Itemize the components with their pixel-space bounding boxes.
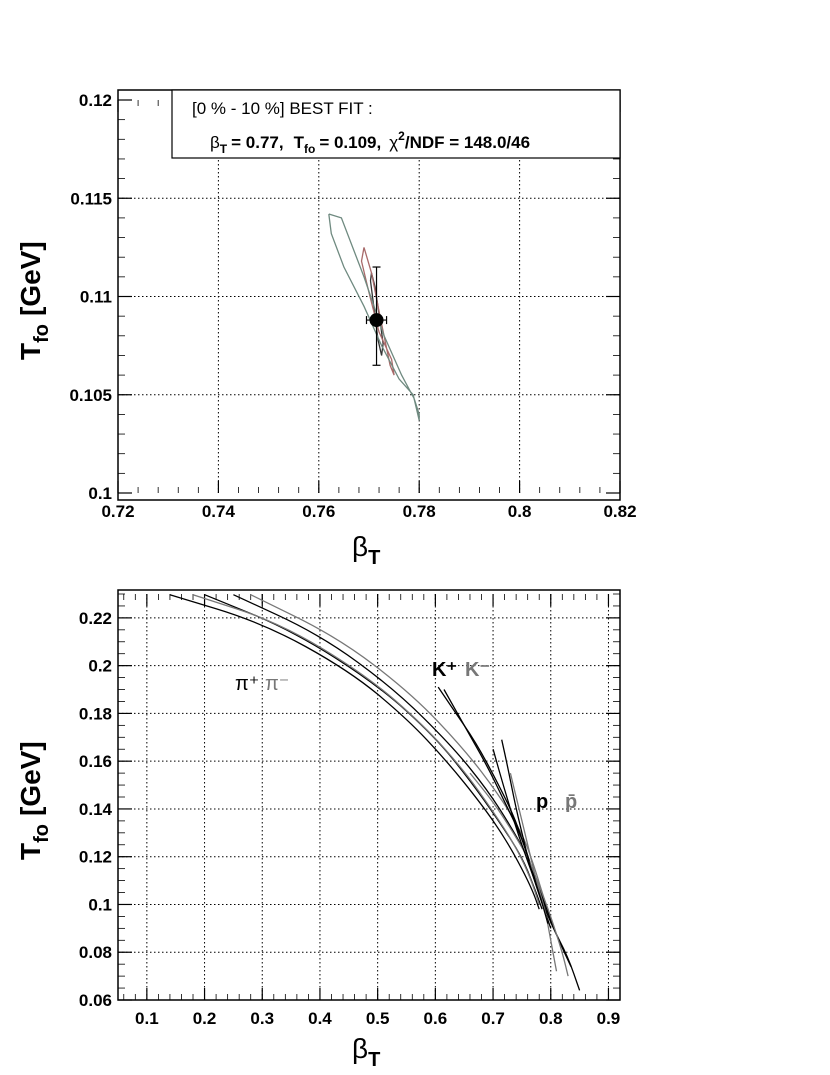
legend-chi-sup: 2	[398, 129, 405, 143]
bottom-panel: 0.1 0.2 0.3 0.4 0.5 0.6 0.7 0.8 0.9 0.06 0.08 0.1 0.…	[15, 589, 621, 1071]
contour-curve-0	[169, 594, 540, 910]
legend-line2: βT = 0.77, Tfo = 0.109, χ2/NDF = 148.0/46	[210, 129, 530, 156]
y-tick-label: 0.2	[88, 657, 112, 676]
x-tick-label: 0.82	[603, 502, 636, 521]
svg-text:Tfo[GeV]: Tfo[GeV]	[15, 241, 53, 360]
x-tick-label: 0.76	[302, 502, 335, 521]
contour-curve-2	[233, 594, 546, 908]
bottom-plot-frame	[117, 589, 621, 1001]
annotation-proton: p	[536, 791, 548, 813]
top-x-axis-label: βT	[352, 531, 380, 569]
contour-outer	[328, 213, 420, 421]
x-tick-label: 0.8	[539, 1009, 563, 1028]
y-tick-label: 0.14	[79, 800, 113, 819]
bottom-y-axis-label: Tfo[GeV]	[15, 741, 53, 860]
contour-curve-10	[492, 749, 549, 924]
x-tick-label: 0.74	[202, 502, 236, 521]
y-tick-label: 0.12	[79, 848, 112, 867]
annotation-pion-minus: π⁻	[265, 673, 289, 695]
legend-beta: β	[210, 133, 220, 152]
top-best-fit	[365, 266, 388, 366]
x-tick-label: 0.5	[366, 1009, 390, 1028]
legend-t-sub: fo	[304, 142, 315, 156]
legend-beta-value: = 0.77,	[231, 133, 283, 152]
legend-beta-sub: T	[220, 142, 228, 156]
top-panel: 0.72 0.74 0.76 0.78 0.8 0.82 0.1 0.105 0.11 0.115…	[15, 89, 637, 569]
x-tick-label: 0.2	[193, 1009, 217, 1028]
legend-t-value: = 0.109,	[319, 133, 381, 152]
y-tick-label: 0.1	[88, 484, 112, 503]
annotation-kaon-plus: K⁺	[432, 659, 457, 681]
x-tick-label: 0.78	[403, 502, 436, 521]
legend-line1: [0 % - 10 %] BEST FIT :	[192, 99, 373, 118]
legend-chi-value: /NDF = 148.0/46	[405, 133, 530, 152]
contour-curve-4	[250, 594, 552, 920]
y-tick-label: 0.08	[79, 943, 112, 962]
contour-curve-9	[509, 772, 558, 972]
svg-text:Tfo[GeV]: Tfo[GeV]	[15, 741, 53, 860]
annotation-antiproton: p̄	[565, 791, 577, 813]
x-tick-label: 0.3	[250, 1009, 274, 1028]
y-tick-label: 0.18	[79, 704, 112, 723]
x-tick-label: 0.6	[424, 1009, 448, 1028]
legend-t: T	[294, 133, 305, 152]
x-tick-label: 0.1	[135, 1009, 159, 1028]
y-tick-label: 0.1	[88, 895, 112, 914]
x-tick-label: 0.72	[101, 502, 134, 521]
x-tick-label: 0.4	[308, 1009, 332, 1028]
top-y-axis-label: Tfo[GeV]	[15, 241, 53, 360]
contour-curve-7	[469, 772, 569, 977]
contour-curve-5	[437, 686, 581, 991]
bottom-curves	[169, 594, 581, 991]
x-tick-label: 0.8	[508, 502, 532, 521]
x-tick-label: 0.7	[481, 1009, 505, 1028]
bottom-x-axis-label: βT	[352, 1033, 380, 1071]
y-tick-label: 0.06	[79, 991, 112, 1010]
contour-curve-3	[192, 594, 540, 905]
y-tick-label: 0.105	[69, 386, 112, 405]
y-tick-label: 0.115	[70, 189, 112, 208]
annotation-pion-plus: π⁺	[235, 673, 259, 695]
top-grid	[118, 100, 620, 493]
y-tick-label: 0.16	[79, 752, 112, 771]
legend-chi: χ	[389, 133, 398, 152]
y-tick-label: 0.22	[79, 609, 112, 628]
best-fit-point	[369, 313, 384, 328]
y-tick-label: 0.11	[80, 288, 112, 307]
y-tick-label: 0.12	[79, 91, 112, 110]
bottom-ticks: 0.1 0.2 0.3 0.4 0.5 0.6 0.7 0.8 0.9 0.06 0.08 0.1 0.…	[79, 593, 621, 1028]
legend-box	[171, 89, 621, 159]
contour-curve-1	[204, 594, 543, 910]
annotation-kaon-minus: K⁻	[465, 659, 490, 681]
x-tick-label: 0.9	[597, 1009, 621, 1028]
